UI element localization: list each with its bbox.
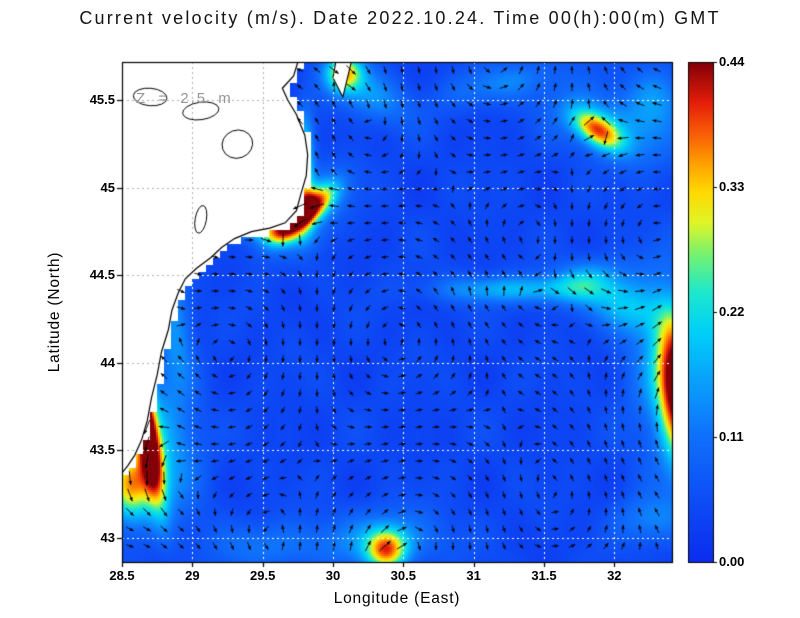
colorbar-tick-label: 0.22 <box>719 304 745 319</box>
y-tick-label: 43 <box>100 529 115 545</box>
y-tick-label: 43.5 <box>89 442 115 458</box>
y-tick-label: 44 <box>100 354 115 370</box>
y-tick-label: 45 <box>100 179 115 195</box>
x-tick-label: 32 <box>607 568 622 583</box>
y-axis-label: Latitude (North) <box>46 251 63 373</box>
x-axis-label: Longitude (East) <box>333 590 461 607</box>
x-tick-label: 28.5 <box>109 568 135 583</box>
colorbar-tick-label: 0.11 <box>719 429 744 444</box>
colorbar-tick-label: 0.33 <box>719 179 745 194</box>
x-tick-label: 30.5 <box>390 568 416 583</box>
depth-annotation: Z = 2.5 m <box>136 90 233 107</box>
x-tick-label: 31 <box>466 568 481 583</box>
y-tick-label: 45.5 <box>89 92 115 108</box>
x-tick-label: 29 <box>185 568 200 583</box>
colorbar-tick-label: 0.00 <box>719 554 745 569</box>
chart-title: Current velocity (m/s). Date 2022.10.24.… <box>79 8 721 28</box>
y-tick-label: 44.5 <box>89 267 115 283</box>
x-tick-label: 31.5 <box>531 568 557 583</box>
x-tick-label: 30 <box>325 568 341 583</box>
x-tick-label: 29.5 <box>250 568 276 583</box>
colorbar-tick-label: 0.44 <box>719 54 745 69</box>
